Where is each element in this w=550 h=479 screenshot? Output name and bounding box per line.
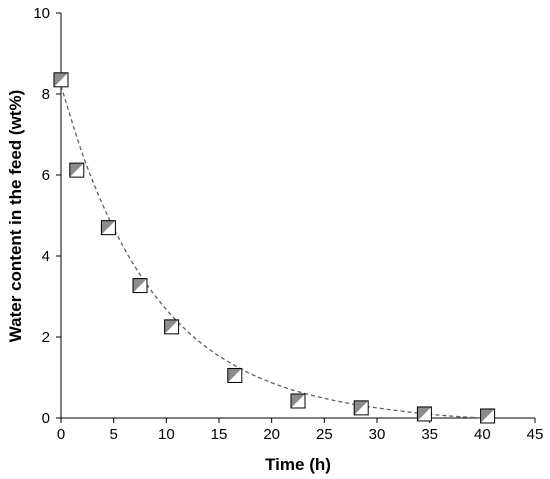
data-point-fill: [164, 319, 179, 334]
data-point-outline: [100, 220, 116, 236]
data-point-fill: [133, 278, 147, 293]
data-point-outline: [290, 393, 306, 409]
y-tick-label: 2: [42, 329, 50, 346]
ticks: 0 5 10 15 20 25 30 35 40 45 0 2 4 6 8 10: [33, 5, 543, 443]
data-point-fill: [69, 163, 84, 178]
data-point-fill: [480, 408, 495, 423]
data-point-fill: [417, 406, 432, 421]
x-tick-label: 45: [527, 426, 544, 443]
data-point-fill: [101, 220, 116, 235]
x-tick-label: 15: [211, 426, 228, 443]
data-points: [53, 72, 496, 424]
y-axis-title: Water content in the feed (wt%): [6, 90, 25, 343]
y-tick-label: 8: [42, 86, 50, 103]
data-point-outline: [164, 319, 180, 335]
data-point-fill: [54, 72, 68, 87]
data-point-outline: [53, 72, 69, 88]
data-point: [480, 408, 496, 424]
data-point-fill: [291, 393, 305, 408]
x-tick-label: 40: [474, 426, 491, 443]
data-point-outline: [480, 408, 496, 424]
x-tick-label: 5: [109, 426, 117, 443]
data-point-outline: [227, 367, 243, 383]
data-point: [53, 72, 69, 88]
x-tick-label: 35: [421, 426, 438, 443]
data-point: [290, 393, 306, 409]
x-tick-label: 0: [57, 426, 65, 443]
data-point-outline: [353, 400, 369, 416]
data-point: [164, 319, 180, 335]
fit-curve: [60, 85, 483, 419]
y-tick-label: 4: [42, 248, 50, 265]
data-point: [100, 220, 116, 236]
data-point-outline: [416, 406, 432, 422]
data-point: [416, 406, 432, 422]
y-tick-label: 6: [42, 167, 50, 184]
data-point: [69, 162, 85, 178]
x-tick-label: 25: [316, 426, 333, 443]
y-tick-label: 0: [42, 410, 50, 427]
x-axis-title: Time (h): [265, 455, 331, 474]
data-point-fill: [227, 368, 242, 383]
data-point: [353, 400, 369, 416]
data-point: [132, 278, 148, 294]
axes: [60, 13, 535, 419]
x-tick-label: 20: [263, 426, 280, 443]
data-point: [227, 367, 243, 383]
data-point-outline: [69, 162, 85, 178]
data-point-fill: [354, 400, 369, 415]
fit-curve-group: [60, 85, 483, 419]
x-tick-label: 30: [369, 426, 386, 443]
data-point-outline: [132, 278, 148, 294]
y-tick-label: 10: [33, 5, 50, 22]
x-tick-label: 10: [158, 426, 175, 443]
